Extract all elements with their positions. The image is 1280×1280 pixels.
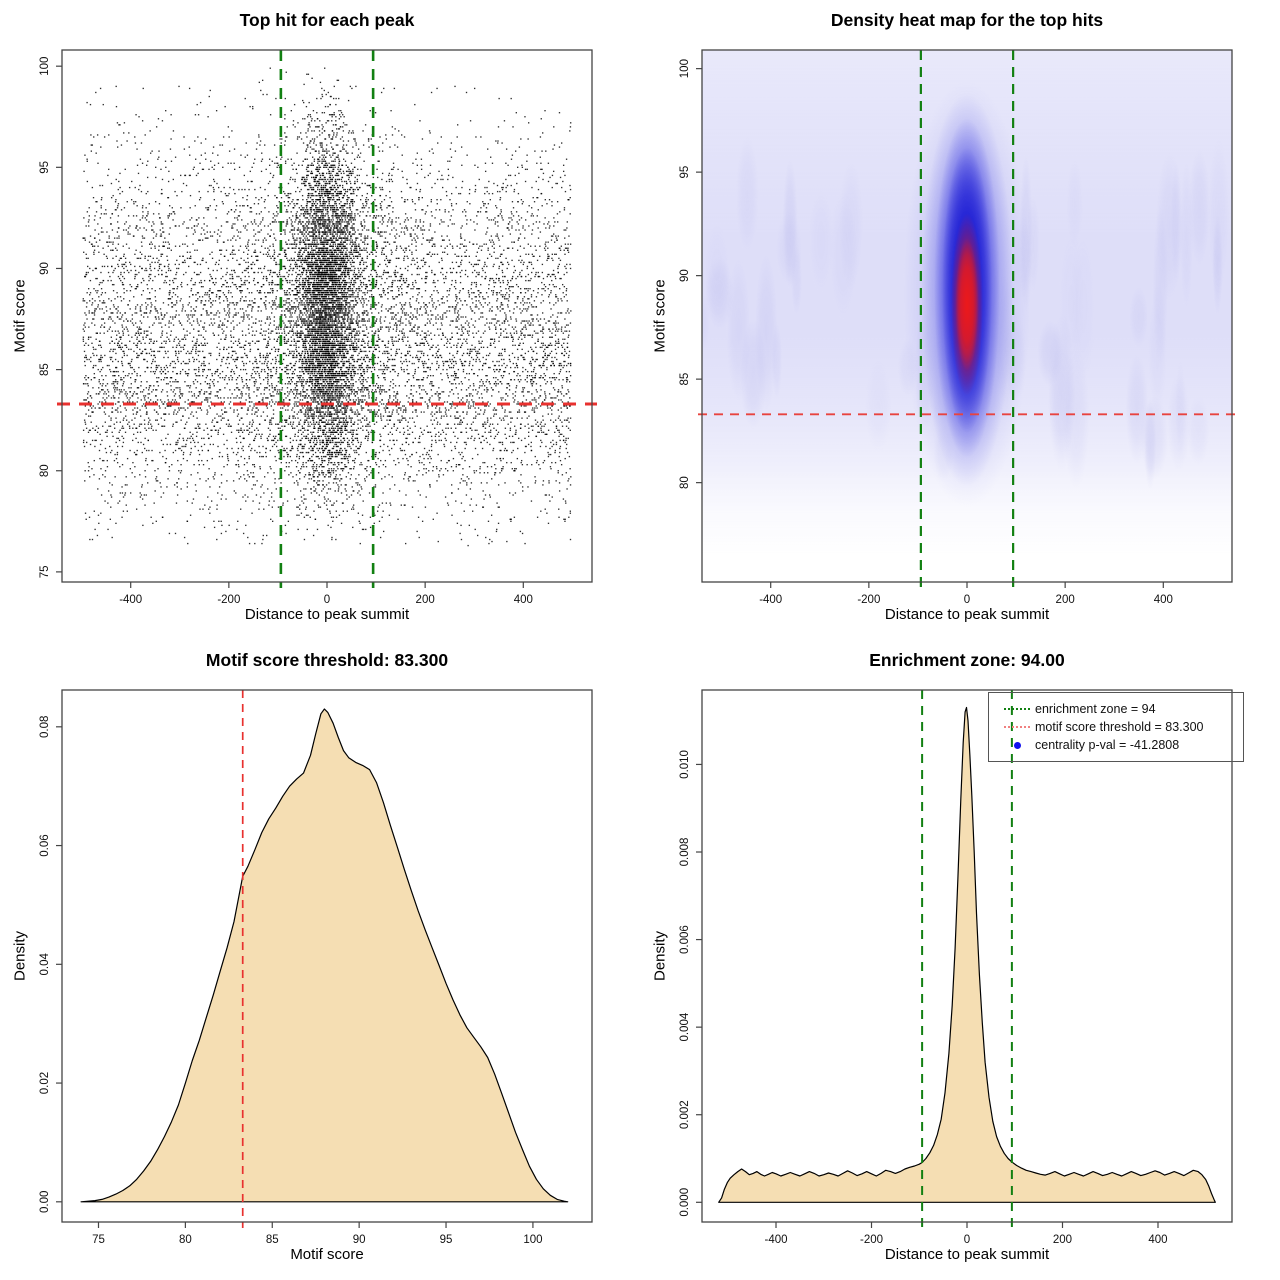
y-tick-label: 80 xyxy=(39,464,51,477)
legend: enrichment zone = 94 motif score thresho… xyxy=(988,692,1244,762)
x-tick-label: 100 xyxy=(523,1234,542,1246)
x-tick-label: -200 xyxy=(860,1234,883,1246)
y-tick-label: 95 xyxy=(39,161,51,174)
y-tick-label: 90 xyxy=(39,262,51,275)
y-tick-label: 0.010 xyxy=(679,750,691,779)
x-tick-label: 85 xyxy=(266,1234,279,1246)
x-tick-label: -200 xyxy=(857,594,880,606)
scatter-canvas xyxy=(62,50,592,582)
density-curve xyxy=(718,706,1216,1203)
legend-symbol-wrap xyxy=(999,708,1035,710)
x-axis-label: Distance to peak summit xyxy=(884,1246,1050,1263)
legend-item-centrality-pval: centrality p-val = -41.2808 xyxy=(999,736,1235,754)
legend-symbol-wrap xyxy=(999,741,1035,749)
y-tick-label: 0.02 xyxy=(39,1072,51,1094)
x-tick-label: 200 xyxy=(1056,594,1075,606)
y-tick-label: 0.00 xyxy=(39,1191,51,1213)
x-tick-label: 75 xyxy=(92,1234,105,1246)
x-tick-label: 400 xyxy=(1154,594,1173,606)
x-axis-label: Distance to peak summit xyxy=(244,606,410,623)
x-tick-label: -200 xyxy=(217,594,240,606)
plot-frame xyxy=(701,689,1233,1223)
plot-frame xyxy=(61,689,593,1223)
legend-item-enrichment-zone: enrichment zone = 94 xyxy=(999,700,1235,718)
x-tick-label: 80 xyxy=(179,1234,192,1246)
y-tick-label: 95 xyxy=(679,166,691,179)
chart-title: Motif score threshold: 83.300 xyxy=(205,650,449,670)
x-tick-label: 200 xyxy=(1053,1234,1072,1246)
density-curve xyxy=(80,708,569,1203)
y-tick-label: 0.06 xyxy=(39,834,51,856)
x-tick-label: 400 xyxy=(514,594,533,606)
x-tick-label: 200 xyxy=(416,594,435,606)
y-tick-label: 90 xyxy=(679,269,691,282)
x-tick-label: 95 xyxy=(440,1234,453,1246)
y-axis-label: Density xyxy=(11,930,29,982)
legend-label: motif score threshold = 83.300 xyxy=(1035,720,1204,734)
panel-enrichment-zone-density: Enrichment zone: 94.00 Distance to peak … xyxy=(640,640,1280,1280)
legend-label: enrichment zone = 94 xyxy=(1035,702,1156,716)
x-tick-label: 0 xyxy=(964,1234,970,1246)
plot-svg: 75 80 85 90 95 100 0.00 0.02 0.04 0.06 0.08 xyxy=(39,689,593,1246)
y-axis-label: Motif score xyxy=(11,279,29,353)
y-axis-label: Density xyxy=(651,930,669,982)
x-tick-label: -400 xyxy=(119,594,142,606)
x-axis-label: Motif score xyxy=(290,1246,364,1263)
y-axis-label: Motif score xyxy=(651,279,669,353)
chart-title: Enrichment zone: 94.00 xyxy=(869,650,1065,670)
legend-symbol-wrap xyxy=(999,726,1035,728)
x-tick-label: 0 xyxy=(324,594,330,606)
legend-item-motif-score-threshold: motif score threshold = 83.300 xyxy=(999,718,1235,736)
panel-density-heatmap: Density heat map for the top hits Distan… xyxy=(640,0,1280,640)
threshold-line-icon xyxy=(1004,726,1030,728)
y-tick-label: 0.04 xyxy=(39,953,51,976)
panel-motif-score-density: Motif score threshold: 83.300 Motif scor… xyxy=(0,640,640,1280)
legend-label: centrality p-val = -41.2808 xyxy=(1035,738,1180,752)
y-tick-label: 85 xyxy=(39,363,51,376)
centrality-point-icon xyxy=(1013,741,1021,749)
y-tick-label: 0.002 xyxy=(679,1100,691,1129)
y-tick-label: 100 xyxy=(39,57,51,76)
x-tick-label: -400 xyxy=(759,594,782,606)
y-tick-label: 100 xyxy=(679,59,691,78)
x-tick-label: 0 xyxy=(964,594,970,606)
y-tick-label: 0.008 xyxy=(679,838,691,867)
y-tick-label: 0.08 xyxy=(39,716,51,738)
y-tick-label: 75 xyxy=(39,565,51,578)
heatmap-canvas xyxy=(702,50,1232,582)
panel-top-hit-scatter: Top hit for each peak Distance to peak s… xyxy=(0,0,640,640)
y-tick-label: 0.006 xyxy=(679,925,691,954)
chart-title: Density heat map for the top hits xyxy=(830,10,1104,30)
y-tick-label: 0.000 xyxy=(679,1188,691,1217)
enrichment-zone-line-icon xyxy=(1004,708,1030,710)
x-tick-label: 400 xyxy=(1148,1234,1167,1246)
y-tick-label: 85 xyxy=(679,373,691,386)
y-tick-label: 80 xyxy=(679,476,691,489)
x-axis-label: Distance to peak summit xyxy=(884,606,1050,623)
x-tick-label: 90 xyxy=(353,1234,366,1246)
x-tick-label: -400 xyxy=(764,1234,787,1246)
chart-title: Top hit for each peak xyxy=(239,10,415,30)
y-tick-label: 0.004 xyxy=(679,1012,691,1041)
